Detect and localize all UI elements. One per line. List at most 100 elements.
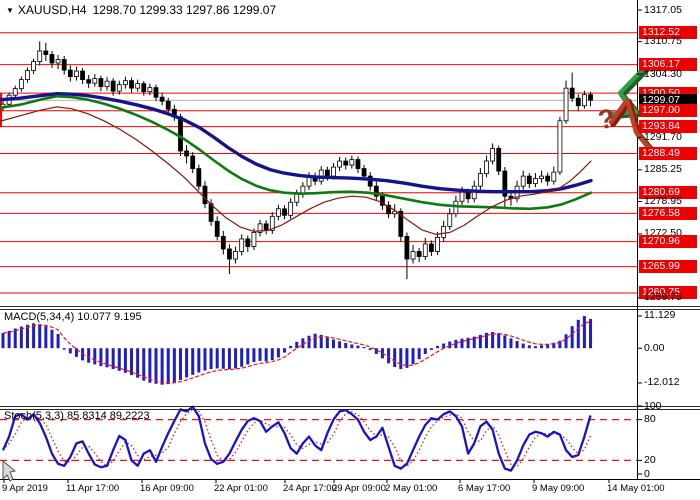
candle-body [37, 50, 43, 62]
candle-body [526, 175, 532, 185]
macd-bar [491, 331, 495, 349]
candle-body [355, 159, 361, 169]
macd-bar [387, 348, 391, 364]
macd-bar [185, 348, 189, 378]
macd-bar [503, 335, 507, 349]
candle-body [202, 185, 208, 205]
macd-bar [252, 348, 256, 363]
macd-bar [191, 348, 195, 375]
candle-body [441, 225, 447, 238]
macd-bar [62, 348, 66, 350]
candle-body [337, 160, 343, 168]
macd-bar [7, 330, 11, 349]
question-mark-drawing[interactable]: ? [596, 103, 616, 135]
candle-body [43, 50, 49, 55]
candle-body [477, 173, 483, 187]
candle-body [288, 201, 294, 216]
macd-bar [582, 316, 586, 349]
macd-bar [276, 348, 280, 358]
time-axis[interactable] [0, 479, 700, 500]
candle-body [263, 223, 269, 231]
macd-bar [466, 337, 470, 349]
macd-bar [472, 336, 476, 349]
macd-bar [497, 333, 501, 349]
macd-bar [374, 348, 378, 354]
stochastic-indicator-label: Stoch(5,3,3) 85.8314 89.2223 [4, 410, 150, 422]
macd-bar [546, 344, 550, 349]
macd-bar [331, 339, 335, 349]
candle-body [410, 251, 416, 260]
macd-bar [117, 348, 121, 371]
candle-body [12, 88, 18, 96]
candle-body [582, 94, 587, 107]
macd-bar [136, 348, 140, 378]
candle-body [220, 236, 226, 250]
macd-bar [270, 348, 274, 361]
macd-indicator-label: MACD(5,34,4) 10.077 9.195 [4, 311, 142, 323]
stoch-k-line [1, 405, 592, 472]
candle-body [398, 210, 404, 237]
macd-bar [301, 338, 305, 349]
macd-bar [448, 341, 452, 349]
candle-body [459, 191, 465, 202]
chart-title: ▼ XAUUSD,H4 1298.70 1299.33 1297.86 1299.0… [6, 3, 276, 17]
candle-body [447, 213, 453, 227]
macd-bar [325, 337, 329, 349]
macd-bar [56, 334, 60, 349]
macd-bar [319, 334, 323, 349]
macd-bar [405, 348, 409, 368]
macd-bar [564, 334, 568, 349]
candle-body [539, 175, 544, 180]
candle-body [251, 232, 257, 247]
macd-bar [172, 348, 176, 383]
macd-bar [417, 348, 421, 360]
candle-body [67, 69, 73, 77]
candle-body [190, 155, 196, 169]
collapse-icon[interactable]: ▼ [6, 6, 14, 15]
candle-body [25, 70, 30, 81]
price-axis[interactable] [637, 0, 700, 479]
macd-bar [234, 348, 238, 369]
macd-bar [344, 342, 348, 349]
candle-body [490, 148, 496, 162]
candle-body [294, 193, 300, 203]
candle-body [269, 215, 275, 231]
macd-bar [589, 318, 593, 349]
candle-body [386, 204, 391, 215]
macd-bar [478, 334, 482, 349]
candle-body [551, 171, 557, 182]
candle-body [331, 166, 336, 177]
candle-body [349, 159, 355, 166]
macd-bar [258, 348, 262, 361]
macd-bar [178, 348, 182, 381]
macd-bar [87, 348, 91, 363]
macd-bar [68, 348, 72, 354]
candle-body [502, 170, 508, 197]
macd-bar [221, 348, 225, 369]
macd-bar [283, 348, 287, 353]
candle-body [227, 248, 232, 260]
macd-bar [209, 348, 213, 370]
macd-bar [142, 348, 146, 381]
candle-body [275, 208, 281, 217]
candle-body [110, 80, 116, 92]
macd-bar [1, 333, 5, 349]
candle-body [563, 87, 569, 122]
candle-body [18, 79, 24, 90]
candle-body [80, 70, 85, 81]
macd-bar [227, 348, 231, 370]
macd-bar [25, 324, 29, 349]
macd-bar [160, 348, 164, 385]
candle-body [435, 237, 440, 252]
macd-bar [576, 319, 580, 349]
candle-body [545, 175, 551, 182]
candle-body [465, 191, 471, 200]
candle-body [55, 59, 61, 64]
macd-bar [540, 345, 544, 349]
candle-body [116, 84, 122, 92]
candle-body [49, 54, 55, 64]
macd-bar [154, 348, 158, 384]
candle-body [92, 78, 98, 84]
